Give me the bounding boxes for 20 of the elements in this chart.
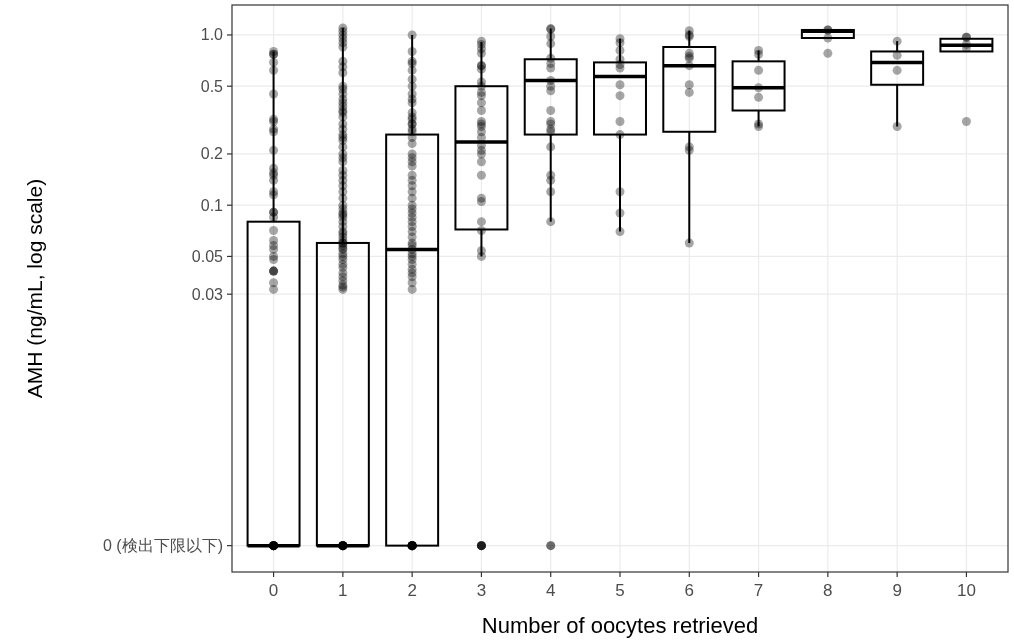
y-tick-label: 0.5 (200, 77, 224, 95)
y-tick-label: 0 (検出下限以下) (103, 537, 223, 555)
x-tick-label: 8 (823, 581, 833, 600)
x-tick-label: 3 (476, 581, 487, 600)
y-tick-label: 0.05 (191, 247, 224, 265)
x-tick-label: 6 (684, 581, 695, 600)
x-axis-title: Number of oocytes retrieved (481, 613, 759, 638)
x-tick-label: 0 (268, 581, 279, 600)
x-tick-label: 2 (407, 581, 417, 600)
x-tick-label: 9 (892, 581, 902, 600)
x-tick-label: 10 (956, 581, 976, 600)
x-tick-label: 1 (338, 581, 348, 600)
x-tick-label: 5 (615, 581, 625, 600)
y-tick-label: 1.0 (200, 26, 224, 44)
y-tick-label: 0.03 (191, 285, 224, 303)
y-tick-label: 0.1 (200, 196, 224, 214)
y-tick-label: 0.2 (200, 145, 224, 163)
x-tick-label: 7 (753, 581, 764, 600)
x-tick-label: 4 (545, 581, 556, 600)
y-axis-title: AMH (ng/mL, log scale) (23, 178, 46, 399)
